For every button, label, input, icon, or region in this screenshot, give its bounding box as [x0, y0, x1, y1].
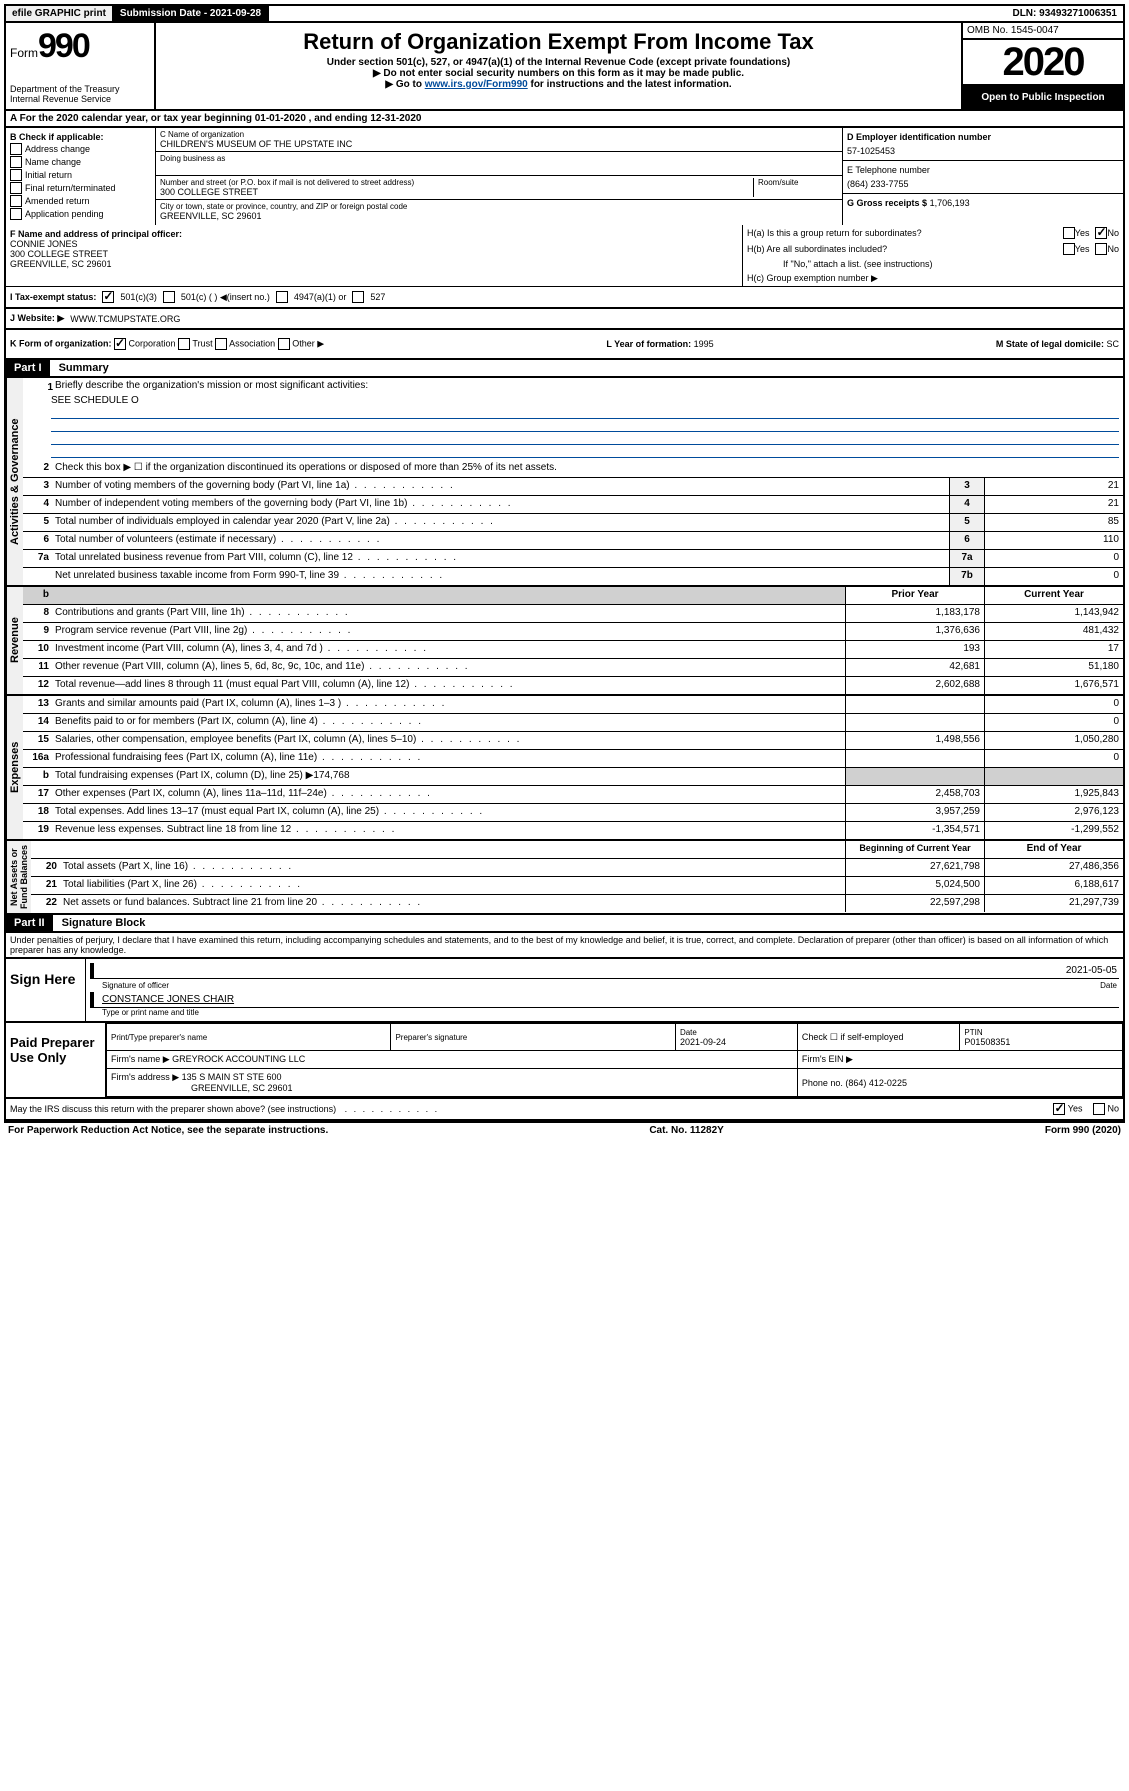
activities-section: Activities & Governance 1Briefly describ… — [4, 378, 1125, 587]
submission-date: Submission Date - 2021-09-28 — [114, 6, 269, 21]
table-row: 8Contributions and grants (Part VIII, li… — [23, 605, 1123, 623]
preparer-block: Paid Preparer Use Only Print/Type prepar… — [4, 1023, 1125, 1099]
firm-name: GREYROCK ACCOUNTING LLC — [172, 1054, 305, 1064]
table-row: 19Revenue less expenses. Subtract line 1… — [23, 822, 1123, 839]
part-2-header: Part II Signature Block — [4, 915, 1125, 933]
table-row: 17Other expenses (Part IX, column (A), l… — [23, 786, 1123, 804]
table-row: 20Total assets (Part X, line 16)27,621,7… — [31, 859, 1123, 877]
efile-button[interactable]: efile GRAPHIC print — [6, 6, 114, 21]
form-title: Return of Organization Exempt From Incom… — [160, 29, 957, 55]
vert-label-net: Net Assets orFund Balances — [6, 841, 31, 913]
entity-info: B Check if applicable: Address change Na… — [4, 128, 1125, 225]
ein: 57-1025453 — [847, 146, 1119, 156]
ptin: P01508351 — [964, 1037, 1010, 1047]
checkbox-discuss-no[interactable] — [1093, 1103, 1105, 1115]
gross-receipts: 1,706,193 — [930, 198, 970, 208]
open-public-badge: Open to Public Inspection — [963, 86, 1123, 109]
form-header: Form990 Department of the Treasury Inter… — [4, 23, 1125, 111]
section-b-checks: B Check if applicable: Address change Na… — [6, 128, 156, 225]
phone: (864) 233-7755 — [847, 179, 1119, 189]
table-row: 22Net assets or fund balances. Subtract … — [31, 895, 1123, 912]
checkbox-ha-no[interactable] — [1095, 227, 1107, 239]
checkbox-501c3[interactable] — [102, 291, 114, 303]
table-row: 12Total revenue—add lines 8 through 11 (… — [23, 677, 1123, 694]
checkbox-hb-yes[interactable] — [1063, 243, 1075, 255]
form-number: Form990 — [10, 27, 150, 66]
checkbox-app-pending[interactable] — [10, 208, 22, 220]
net-assets-section: Net Assets orFund Balances Beginning of … — [4, 841, 1125, 915]
checkbox-amended[interactable] — [10, 195, 22, 207]
expenses-section: Expenses 13Grants and similar amounts pa… — [4, 696, 1125, 841]
mission-text: SEE SCHEDULE O — [27, 395, 1119, 406]
table-row: 3Number of voting members of the governi… — [23, 478, 1123, 496]
table-row: 6Total number of volunteers (estimate if… — [23, 532, 1123, 550]
ssn-warning: ▶ Do not enter social security numbers o… — [160, 68, 957, 79]
org-address: 300 COLLEGE STREET — [160, 187, 753, 197]
firm-phone: (864) 412-0225 — [845, 1078, 907, 1088]
checkbox-527[interactable] — [352, 291, 364, 303]
form-subtitle: Under section 501(c), 527, or 4947(a)(1)… — [160, 57, 957, 68]
table-row: 16aProfessional fundraising fees (Part I… — [23, 750, 1123, 768]
website-row: J Website: ▶ WWW.TCMUPSTATE.ORG — [4, 309, 1125, 330]
state-domicile: SC — [1106, 339, 1119, 349]
table-row: 15Salaries, other compensation, employee… — [23, 732, 1123, 750]
irs-link[interactable]: www.irs.gov/Form990 — [425, 79, 528, 90]
checkbox-initial-return[interactable] — [10, 169, 22, 181]
tax-period: A For the 2020 calendar year, or tax yea… — [4, 111, 1125, 128]
tax-year: 2020 — [963, 40, 1123, 86]
table-row: Net unrelated business taxable income fr… — [23, 568, 1123, 585]
sig-date: 2021-05-05 — [1066, 965, 1117, 976]
officer-printed-name: CONSTANCE JONES CHAIR — [102, 994, 234, 1005]
officer-name: CONNIE JONES — [10, 239, 738, 249]
table-row: 14Benefits paid to or for members (Part … — [23, 714, 1123, 732]
org-city: GREENVILLE, SC 29601 — [160, 211, 838, 221]
tax-status: I Tax-exempt status: 501(c)(3) 501(c) ( … — [4, 287, 1125, 309]
firm-address: 135 S MAIN ST STE 600 — [182, 1072, 282, 1082]
footer: For Paperwork Reduction Act Notice, see … — [4, 1121, 1125, 1138]
checkbox-ha-yes[interactable] — [1063, 227, 1075, 239]
checkbox-name-change[interactable] — [10, 156, 22, 168]
k-org-row: K Form of organization: Corporation Trus… — [4, 330, 1125, 360]
signature-block: Sign Here 2021-05-05 Signature of office… — [4, 959, 1125, 1023]
checkbox-hb-no[interactable] — [1095, 243, 1107, 255]
vert-label-expenses: Expenses — [6, 696, 23, 839]
checkbox-address-change[interactable] — [10, 143, 22, 155]
table-row: 18Total expenses. Add lines 13–17 (must … — [23, 804, 1123, 822]
table-row: 5Total number of individuals employed in… — [23, 514, 1123, 532]
checkbox-4947[interactable] — [276, 291, 288, 303]
table-row: 10Investment income (Part VIII, column (… — [23, 641, 1123, 659]
table-row: 21Total liabilities (Part X, line 26)5,0… — [31, 877, 1123, 895]
dept-label: Department of the Treasury Internal Reve… — [10, 84, 150, 104]
perjury-statement: Under penalties of perjury, I declare th… — [4, 933, 1125, 959]
checkbox-501c[interactable] — [163, 291, 175, 303]
table-row: 7aTotal unrelated business revenue from … — [23, 550, 1123, 568]
table-row: 11Other revenue (Part VIII, column (A), … — [23, 659, 1123, 677]
omb-number: OMB No. 1545-0047 — [963, 23, 1123, 40]
table-row: bTotal fundraising expenses (Part IX, co… — [23, 768, 1123, 786]
table-row: 13Grants and similar amounts paid (Part … — [23, 696, 1123, 714]
discuss-row: May the IRS discuss this return with the… — [4, 1099, 1125, 1121]
checkbox-other[interactable] — [278, 338, 290, 350]
checkbox-trust[interactable] — [178, 338, 190, 350]
revenue-section: Revenue b Prior Year Current Year 8Contr… — [4, 587, 1125, 696]
top-bar: efile GRAPHIC print Submission Date - 20… — [4, 4, 1125, 23]
checkbox-discuss-yes[interactable] — [1053, 1103, 1065, 1115]
vert-label-revenue: Revenue — [6, 587, 23, 694]
part-1-header: Part I Summary — [4, 360, 1125, 378]
org-name: CHILDREN'S MUSEUM OF THE UPSTATE INC — [160, 139, 838, 149]
dln-number: DLN: 93493271006351 — [1006, 6, 1123, 21]
goto-line: ▶ Go to www.irs.gov/Form990 for instruct… — [160, 79, 957, 90]
website-url[interactable]: WWW.TCMUPSTATE.ORG — [70, 314, 180, 324]
checkbox-corp[interactable] — [114, 338, 126, 350]
table-row: 9Program service revenue (Part VIII, lin… — [23, 623, 1123, 641]
vert-label-activities: Activities & Governance — [6, 378, 23, 585]
table-row: 4Number of independent voting members of… — [23, 496, 1123, 514]
checkbox-assoc[interactable] — [215, 338, 227, 350]
year-formation: 1995 — [694, 339, 714, 349]
checkbox-final-return[interactable] — [10, 182, 22, 194]
